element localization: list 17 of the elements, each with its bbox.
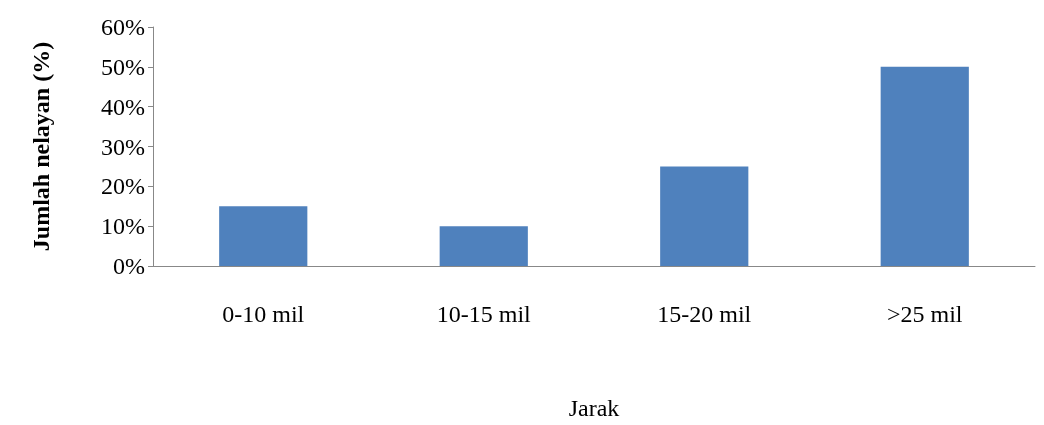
y-tick-label: 50% <box>101 53 145 80</box>
y-tick-label: 20% <box>101 173 145 200</box>
bar <box>880 66 969 266</box>
bar <box>219 206 308 266</box>
x-tick-label: 10-15 mil <box>436 301 532 327</box>
x-tick-label: 0-10 mil <box>222 301 305 327</box>
y-tick-label: 60% <box>101 14 145 40</box>
bar <box>660 166 749 266</box>
y-tick-label: 10% <box>101 213 145 240</box>
x-tick-label: 15-20 mil <box>657 301 752 327</box>
y-tick-label: 30% <box>101 133 145 160</box>
bar <box>439 226 528 266</box>
y-axis-title: Jumlah nelayan (%) <box>28 41 54 252</box>
y-tick-label: 40% <box>101 93 145 120</box>
x-axis-title: Jarak <box>568 395 620 421</box>
y-tick-label: 0% <box>113 253 145 279</box>
x-tick-label: >25 mil <box>886 301 963 327</box>
